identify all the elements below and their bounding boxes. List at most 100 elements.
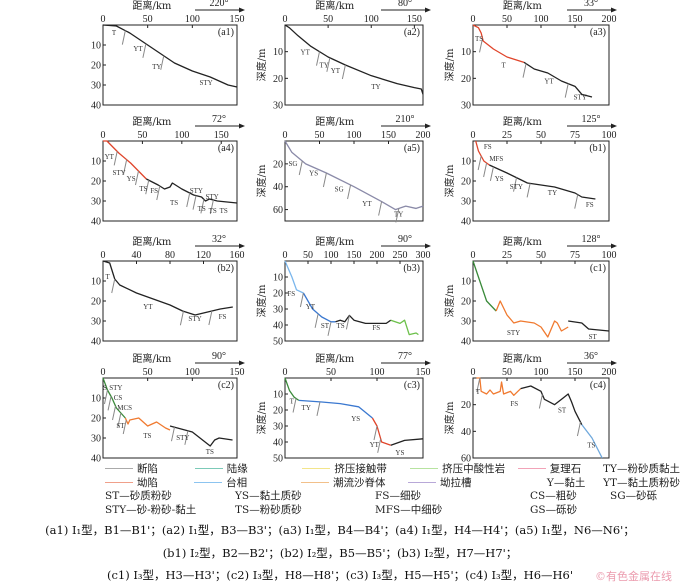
arrowhead-icon [239, 7, 245, 13]
y-tick-label: 20 [91, 297, 101, 308]
y-tick-label: 40 [273, 182, 283, 193]
y-axis-label: 深度/m [255, 164, 268, 197]
x-tick-label: 150 [407, 14, 422, 25]
sediment-boundary [395, 208, 400, 223]
sediment-label: TS [475, 35, 483, 43]
plot-frame [284, 24, 424, 106]
profile-line-segment [284, 377, 300, 401]
y-tick-label: 40 [91, 101, 101, 112]
x-tick-label: 0 [471, 367, 476, 378]
x-axis-label: 距离/km [315, 115, 354, 128]
caption-line-1: (a1) Ⅰ₁型，B1—B1'；(a2) Ⅰ₁型，B3—B3'；(a3) Ⅰ₁型… [45, 523, 635, 537]
sediment-boundary [121, 30, 126, 45]
legend-row-4: STY—砂-粉砂-黏土 TS—粉砂质砂 MFS—中细砂 GS—砾砂 [105, 503, 680, 517]
legend-code: YS—黏土质砂 [235, 490, 302, 503]
sediment-label: T [112, 29, 117, 37]
x-tick-label: 0 [283, 250, 288, 261]
x-tick-label: 0 [471, 14, 476, 25]
x-axis-label: 距离/km [132, 352, 171, 365]
sediment-boundary [576, 421, 581, 437]
sediment-boundary [179, 311, 184, 326]
y-axis-label: 深度/m [255, 48, 268, 81]
sediment-boundary [134, 170, 139, 186]
legend-row-1: 断陷 陆缘 挤压接触带 挤压中酸性岩 复理石 TY—粉砂质黏土 [105, 462, 680, 476]
sediment-label: YT [133, 45, 143, 53]
sediment-label: MCS [117, 404, 132, 412]
sediment-label: ST [321, 322, 330, 330]
sediment-label: TS [198, 205, 206, 213]
panel-id: (a5) [404, 143, 420, 154]
sediment-boundary [208, 310, 213, 326]
x-tick-label: 120 [196, 250, 211, 261]
watermark: ©有色金属在线 [595, 570, 672, 583]
y-tick-label: 40 [91, 217, 101, 228]
direction-label: 128° [582, 234, 601, 245]
profile-line-segment [335, 314, 392, 325]
sediment-boundary [479, 38, 484, 53]
x-tick-label: 150 [347, 250, 362, 261]
sediment-label: FS [150, 187, 158, 195]
y-tick-label: 40 [273, 438, 283, 449]
x-tick-label: 0 [101, 14, 106, 25]
sediment-label: TY [320, 62, 329, 70]
direction-label: 220° [210, 0, 229, 9]
sediment-boundary [574, 194, 579, 209]
sediment-boundary [326, 57, 331, 72]
profile-line-segment [102, 24, 238, 88]
x-tick-label: 50 [536, 250, 546, 261]
sediment-label: FS [219, 313, 227, 321]
x-tick-label: 0 [471, 130, 476, 141]
direction-label: 77° [398, 351, 412, 362]
sediment-boundary [160, 55, 165, 70]
y-tick-label: 40 [273, 321, 283, 332]
legend-code: ST—砂质粉砂 [105, 490, 172, 503]
legend-code: YT—黏土质粉砂 [603, 476, 680, 489]
sediment-label: YS [351, 415, 360, 423]
legend-label: 坳陷 [137, 476, 158, 489]
sediment-boundary [209, 199, 214, 215]
legend-code: TY—粉砂质黏土 [603, 463, 680, 476]
panel-b3: 距离/km 90° 0 50 100 150 200 250 300 10 20 30 40 50 深度/m… [255, 234, 431, 348]
y-tick-label: 30 [91, 317, 101, 328]
y-tick-label: 40 [461, 217, 471, 228]
x-axis-label: 距离/km [132, 115, 171, 128]
x-tick-label: 150 [568, 367, 583, 378]
x-tick-label: 100 [185, 367, 200, 378]
profile-line-segment [520, 385, 583, 425]
sediment-label: YT [143, 303, 153, 311]
x-tick-label: 150 [230, 367, 245, 378]
x-tick-label: 100 [534, 367, 549, 378]
x-tick-label: 150 [230, 14, 245, 25]
y-tick-label: 20 [91, 177, 101, 188]
profile-line-segment [476, 377, 522, 396]
y-tick-label: 20 [91, 61, 101, 72]
panel-a5: 距离/km 210° 0 50 100 150 200 20 40 60 深度/m (a5) SG YS S… [255, 114, 431, 223]
y-tick-label: 10 [461, 277, 471, 288]
panel-id: (c4) [590, 380, 606, 391]
plot-frame [284, 260, 424, 342]
x-axis-label: 距离/km [132, 0, 171, 12]
sediment-label: T [502, 62, 507, 70]
y-tick-label: 20 [461, 74, 471, 85]
arrowhead-icon [611, 243, 617, 249]
x-tick-label: 50 [502, 14, 512, 25]
direction-label: 72° [212, 114, 226, 125]
y-tick-label: 10 [91, 157, 101, 168]
sediment-label: TY [302, 404, 311, 412]
y-tick-label: 10 [461, 47, 471, 58]
sediment-label: T [106, 273, 111, 281]
x-axis-label: 距离/km [315, 352, 354, 365]
x-tick-label: 25 [502, 250, 512, 261]
legend-item: 台相 [194, 475, 301, 490]
arrowhead-icon [425, 243, 431, 249]
y-tick-label: 60 [273, 205, 283, 216]
y-tick-label: 30 [91, 434, 101, 445]
sediment-label: MFS [489, 155, 503, 163]
x-tick-label: 200 [602, 367, 617, 378]
sediment-label: ST [116, 422, 125, 430]
x-tick-label: 0 [283, 14, 288, 25]
y-tick-label: 40 [91, 454, 101, 463]
direction-label: 36° [584, 351, 598, 362]
x-tick-label: 0 [101, 130, 106, 141]
